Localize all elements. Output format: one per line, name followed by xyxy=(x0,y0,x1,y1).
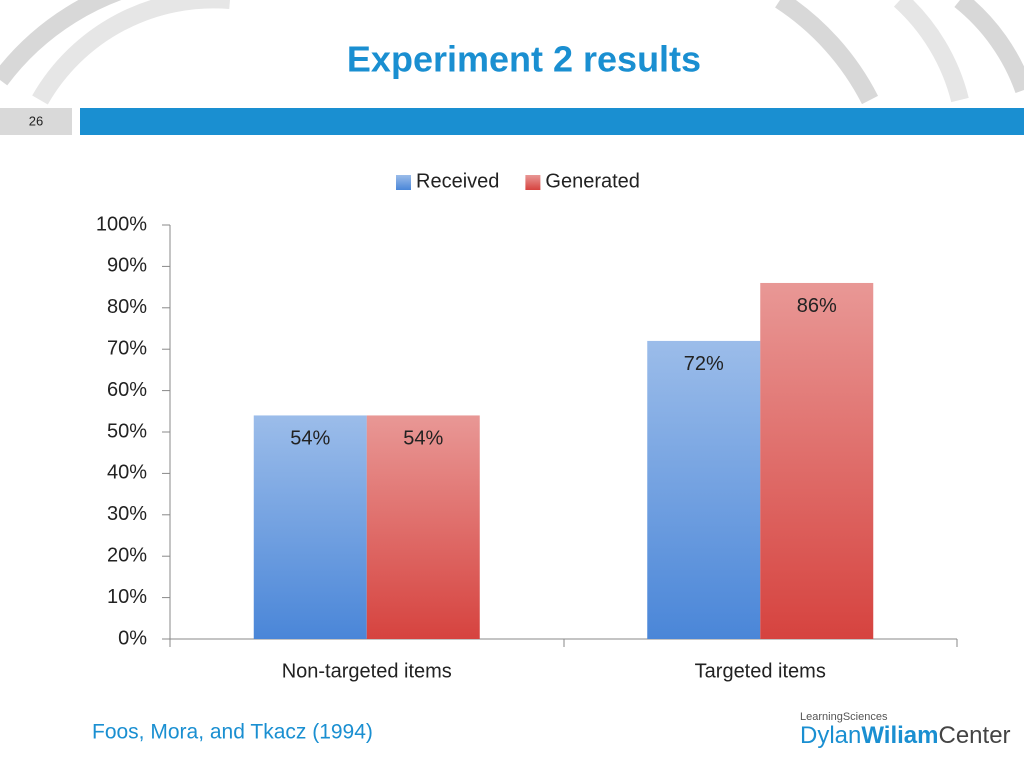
legend-label: Generated xyxy=(545,170,640,192)
title: Experiment 2 results xyxy=(347,39,701,80)
y-tick-label: 100% xyxy=(96,213,147,235)
legend-swatch xyxy=(396,175,411,190)
arc xyxy=(0,0,122,86)
y-tick-label: 80% xyxy=(107,296,147,318)
decoration xyxy=(0,0,1024,105)
y-tick-label: 20% xyxy=(107,544,147,566)
arc xyxy=(954,0,1024,94)
logo-part: Dylan xyxy=(800,722,861,749)
arc xyxy=(893,0,969,103)
arc xyxy=(32,0,230,105)
y-tick-label: 10% xyxy=(107,586,147,608)
bar xyxy=(366,415,480,639)
legend-label: Received xyxy=(416,170,499,192)
y-tick-label: 70% xyxy=(107,337,147,359)
x-tick-label: Non-targeted items xyxy=(282,660,452,682)
logo-top: LearningSciences xyxy=(800,711,888,723)
title-band xyxy=(80,108,1024,135)
y-tick-label: 0% xyxy=(118,627,147,649)
y-tick-label: 40% xyxy=(107,462,147,484)
source: Foos, Mora, and Tkacz (1994) xyxy=(92,721,373,744)
value-label: 72% xyxy=(684,353,724,375)
legend-swatch xyxy=(525,175,541,190)
arc xyxy=(775,0,879,105)
y-tick-label: 50% xyxy=(107,420,147,442)
logo-part: Wiliam xyxy=(861,722,938,749)
value-label: 54% xyxy=(403,428,443,450)
bar xyxy=(647,340,761,639)
value-label: 86% xyxy=(797,295,837,317)
bar xyxy=(253,415,367,639)
y-tick-label: 60% xyxy=(107,379,147,401)
logo-part: Center xyxy=(939,722,1011,749)
x-tick-label: Targeted items xyxy=(695,660,826,682)
bar xyxy=(760,282,874,639)
value-label: 54% xyxy=(290,428,330,450)
y-tick-label: 90% xyxy=(107,255,147,277)
slide-number-box xyxy=(0,108,72,135)
y-tick-label: 30% xyxy=(107,503,147,525)
slide-number: 26 xyxy=(29,113,43,128)
logo-name: DylanWiliamCenter xyxy=(800,722,1011,749)
